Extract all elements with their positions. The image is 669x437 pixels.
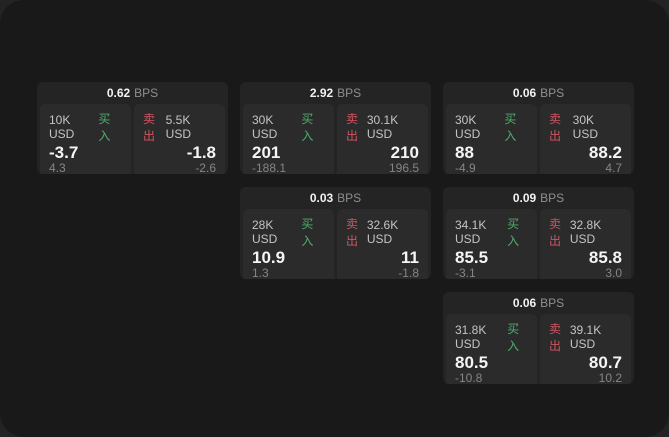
bps-label: BPS [134,86,159,100]
sell-amount: 30K USD [572,113,599,141]
sell-amount: 30.1K USD [366,113,399,141]
buy-tag: 买入 [301,112,314,143]
bps-value: 0.09 [512,191,537,205]
bps-label: BPS [540,191,565,205]
sell-tag: 卖出 [346,217,359,248]
bps-value: 0.06 [512,296,537,310]
sell-panel[interactable]: 卖出 30K USD 88.2 4.7 [540,104,631,174]
bps-value: 0.06 [512,86,537,100]
sell-sub-value: 10.2 [598,371,622,384]
sell-price: -1.8 [186,143,216,162]
sell-panel[interactable]: 卖出 5.5K USD -1.8 -2.6 [134,104,225,174]
buy-tag: 买入 [504,112,517,143]
buy-sub-value: 1.3 [252,266,269,279]
buy-amount: 10K USD [49,113,75,141]
sell-tag: 卖出 [143,112,156,143]
quote-body: 34.1K USD 买入 85.5 -3.1 卖出 32.8K USD 85.8… [443,209,634,279]
bps-label: BPS [540,86,565,100]
sell-amount: 39.1K USD [569,323,602,351]
quote-body: 10K USD 买入 -3.7 4.3 卖出 5.5K USD -1.8 -2.… [37,104,228,174]
sell-tag: 卖出 [549,112,562,143]
bps-label: BPS [337,86,362,100]
buy-panel[interactable]: 30K USD 买入 88 -4.9 [446,104,537,174]
buy-tag: 买入 [507,322,520,353]
bps-header: 0.06 BPS [443,82,634,104]
buy-sub-value: -4.9 [455,161,476,174]
bps-label: BPS [337,191,362,205]
sell-amount: 32.8K USD [569,218,602,246]
bps-value: 0.62 [106,86,131,100]
buy-tag: 买入 [301,217,314,248]
sell-sub-value: 3.0 [605,266,622,279]
quote-body: 30K USD 买入 201 -188.1 卖出 30.1K USD 210 1… [240,104,431,174]
sell-sub-value: 196.5 [388,161,419,174]
bps-header: 0.62 BPS [37,82,228,104]
buy-amount: 30K USD [252,113,278,141]
bps-header: 0.03 BPS [240,187,431,209]
buy-price: 10.9 [252,248,286,267]
buy-amount: 34.1K USD [455,218,487,246]
buy-panel[interactable]: 10K USD 买入 -3.7 4.3 [40,104,131,174]
quote-body: 31.8K USD 买入 80.5 -10.8 卖出 39.1K USD 80.… [443,314,634,384]
buy-price: -3.7 [49,143,79,162]
sell-panel[interactable]: 卖出 32.6K USD 11 -1.8 [337,209,428,279]
buy-panel[interactable]: 28K USD 买入 10.9 1.3 [243,209,334,279]
sell-price: 80.7 [588,353,622,372]
quote-body: 28K USD 买入 10.9 1.3 卖出 32.6K USD 11 -1.8 [240,209,431,279]
buy-panel[interactable]: 31.8K USD 买入 80.5 -10.8 [446,314,537,384]
sell-price: 210 [390,143,419,162]
quote-card: 0.03 BPS 28K USD 买入 10.9 1.3 卖出 32.6K US… [240,187,431,279]
sell-tag: 卖出 [549,217,562,248]
sell-price: 85.8 [588,248,622,267]
sell-panel[interactable]: 卖出 30.1K USD 210 196.5 [337,104,428,174]
sell-sub-value: 4.7 [605,161,622,174]
quote-card: 2.92 BPS 30K USD 买入 201 -188.1 卖出 30.1K … [240,82,431,174]
sell-tag: 卖出 [346,112,359,143]
quote-card: 0.06 BPS 30K USD 买入 88 -4.9 卖出 30K USD [443,82,634,174]
buy-panel[interactable]: 30K USD 买入 201 -188.1 [243,104,334,174]
buy-tag: 买入 [98,112,111,143]
quote-card: 0.09 BPS 34.1K USD 买入 85.5 -3.1 卖出 32.8K… [443,187,634,279]
buy-amount: 28K USD [252,218,278,246]
buy-sub-value: -188.1 [252,161,287,174]
quote-card-grid: 0.62 BPS 10K USD 买入 -3.7 4.3 卖出 5.5K USD [37,82,634,384]
sell-price: 11 [401,248,419,267]
sell-panel[interactable]: 卖出 32.8K USD 85.8 3.0 [540,209,631,279]
sell-panel[interactable]: 卖出 39.1K USD 80.7 10.2 [540,314,631,384]
buy-tag: 买入 [507,217,520,248]
sell-price: 88.2 [588,143,622,162]
buy-price: 88 [455,143,474,162]
buy-panel[interactable]: 34.1K USD 买入 85.5 -3.1 [446,209,537,279]
bps-header: 2.92 BPS [240,82,431,104]
sell-amount: 5.5K USD [165,113,191,141]
quote-body: 30K USD 买入 88 -4.9 卖出 30K USD 88.2 4.7 [443,104,634,174]
bps-label: BPS [540,296,565,310]
sell-sub-value: -1.8 [398,266,419,279]
quote-card: 0.62 BPS 10K USD 买入 -3.7 4.3 卖出 5.5K USD [37,82,228,174]
sell-sub-value: -2.6 [195,161,216,174]
buy-sub-value: -10.8 [455,371,483,384]
sell-amount: 32.6K USD [366,218,399,246]
bps-value: 2.92 [309,86,334,100]
buy-price: 80.5 [455,353,489,372]
bps-header: 0.09 BPS [443,187,634,209]
quote-card: 0.06 BPS 31.8K USD 买入 80.5 -10.8 卖出 39.1… [443,292,634,384]
buy-sub-value: 4.3 [49,161,66,174]
buy-amount: 30K USD [455,113,481,141]
buy-price: 85.5 [455,248,489,267]
buy-amount: 31.8K USD [455,323,487,351]
bps-header: 0.06 BPS [443,292,634,314]
buy-price: 201 [252,143,281,162]
buy-sub-value: -3.1 [455,266,476,279]
sell-tag: 卖出 [549,322,562,353]
bps-value: 0.03 [309,191,334,205]
